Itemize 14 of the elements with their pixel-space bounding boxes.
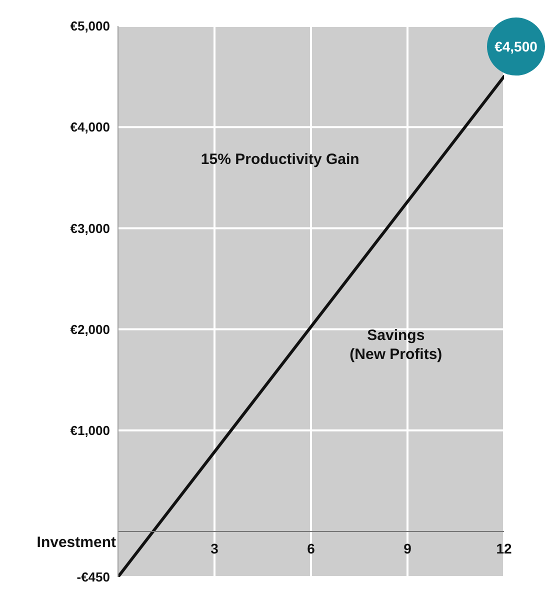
annotation: 15% Productivity Gain (200, 150, 360, 168)
x-tick-label: 3 (210, 540, 219, 557)
y-tick-label: €1,000 (70, 423, 110, 438)
x-tick-label: 9 (404, 540, 412, 557)
y-tick-label: €2,000 (70, 322, 110, 337)
annotation: Savings (New Profits) (350, 327, 442, 363)
x-tick-label: 6 (307, 540, 316, 557)
y-tick-label: €3,000 (70, 220, 110, 236)
y-tick-label: €5,000 (70, 18, 110, 34)
annotation: Investment (36, 534, 116, 551)
x-tick-label: 12 (496, 540, 512, 557)
y-tick-label: -€450 (76, 570, 110, 585)
y-tick-label: €4,000 (70, 120, 110, 135)
data-label: €4,500 (494, 38, 538, 54)
